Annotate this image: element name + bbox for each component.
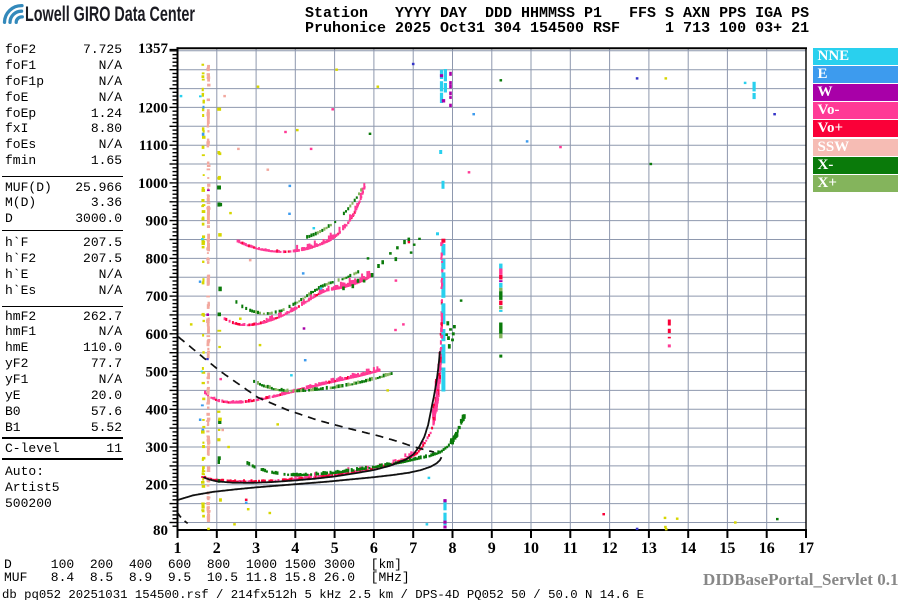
svg-text:7: 7 — [409, 540, 417, 557]
svg-text:9: 9 — [488, 540, 496, 557]
svg-text:15: 15 — [719, 540, 735, 557]
svg-text:600: 600 — [146, 327, 169, 343]
svg-text:6: 6 — [370, 540, 378, 557]
svg-text:900: 900 — [146, 214, 169, 230]
svg-text:11: 11 — [563, 540, 578, 557]
svg-text:5: 5 — [331, 540, 339, 557]
svg-text:1200: 1200 — [138, 100, 168, 116]
svg-text:3: 3 — [252, 540, 260, 557]
svg-text:1: 1 — [174, 540, 182, 557]
svg-text:17: 17 — [798, 540, 814, 557]
svg-text:1100: 1100 — [139, 138, 168, 154]
svg-text:2: 2 — [213, 540, 221, 557]
svg-text:200: 200 — [146, 478, 169, 494]
svg-text:400: 400 — [146, 402, 169, 418]
svg-text:800: 800 — [146, 251, 169, 267]
svg-text:500: 500 — [146, 365, 169, 381]
svg-text:13: 13 — [641, 540, 657, 557]
svg-text:4: 4 — [291, 540, 299, 557]
svg-text:1000: 1000 — [138, 176, 168, 192]
svg-text:12: 12 — [602, 540, 618, 557]
svg-text:300: 300 — [146, 440, 169, 456]
svg-text:8: 8 — [449, 540, 457, 557]
svg-text:16: 16 — [759, 540, 775, 557]
svg-text:14: 14 — [680, 540, 696, 557]
svg-text:80: 80 — [153, 523, 168, 539]
svg-text:1357: 1357 — [138, 41, 169, 57]
svg-text:700: 700 — [146, 289, 169, 305]
svg-text:10: 10 — [523, 540, 539, 557]
